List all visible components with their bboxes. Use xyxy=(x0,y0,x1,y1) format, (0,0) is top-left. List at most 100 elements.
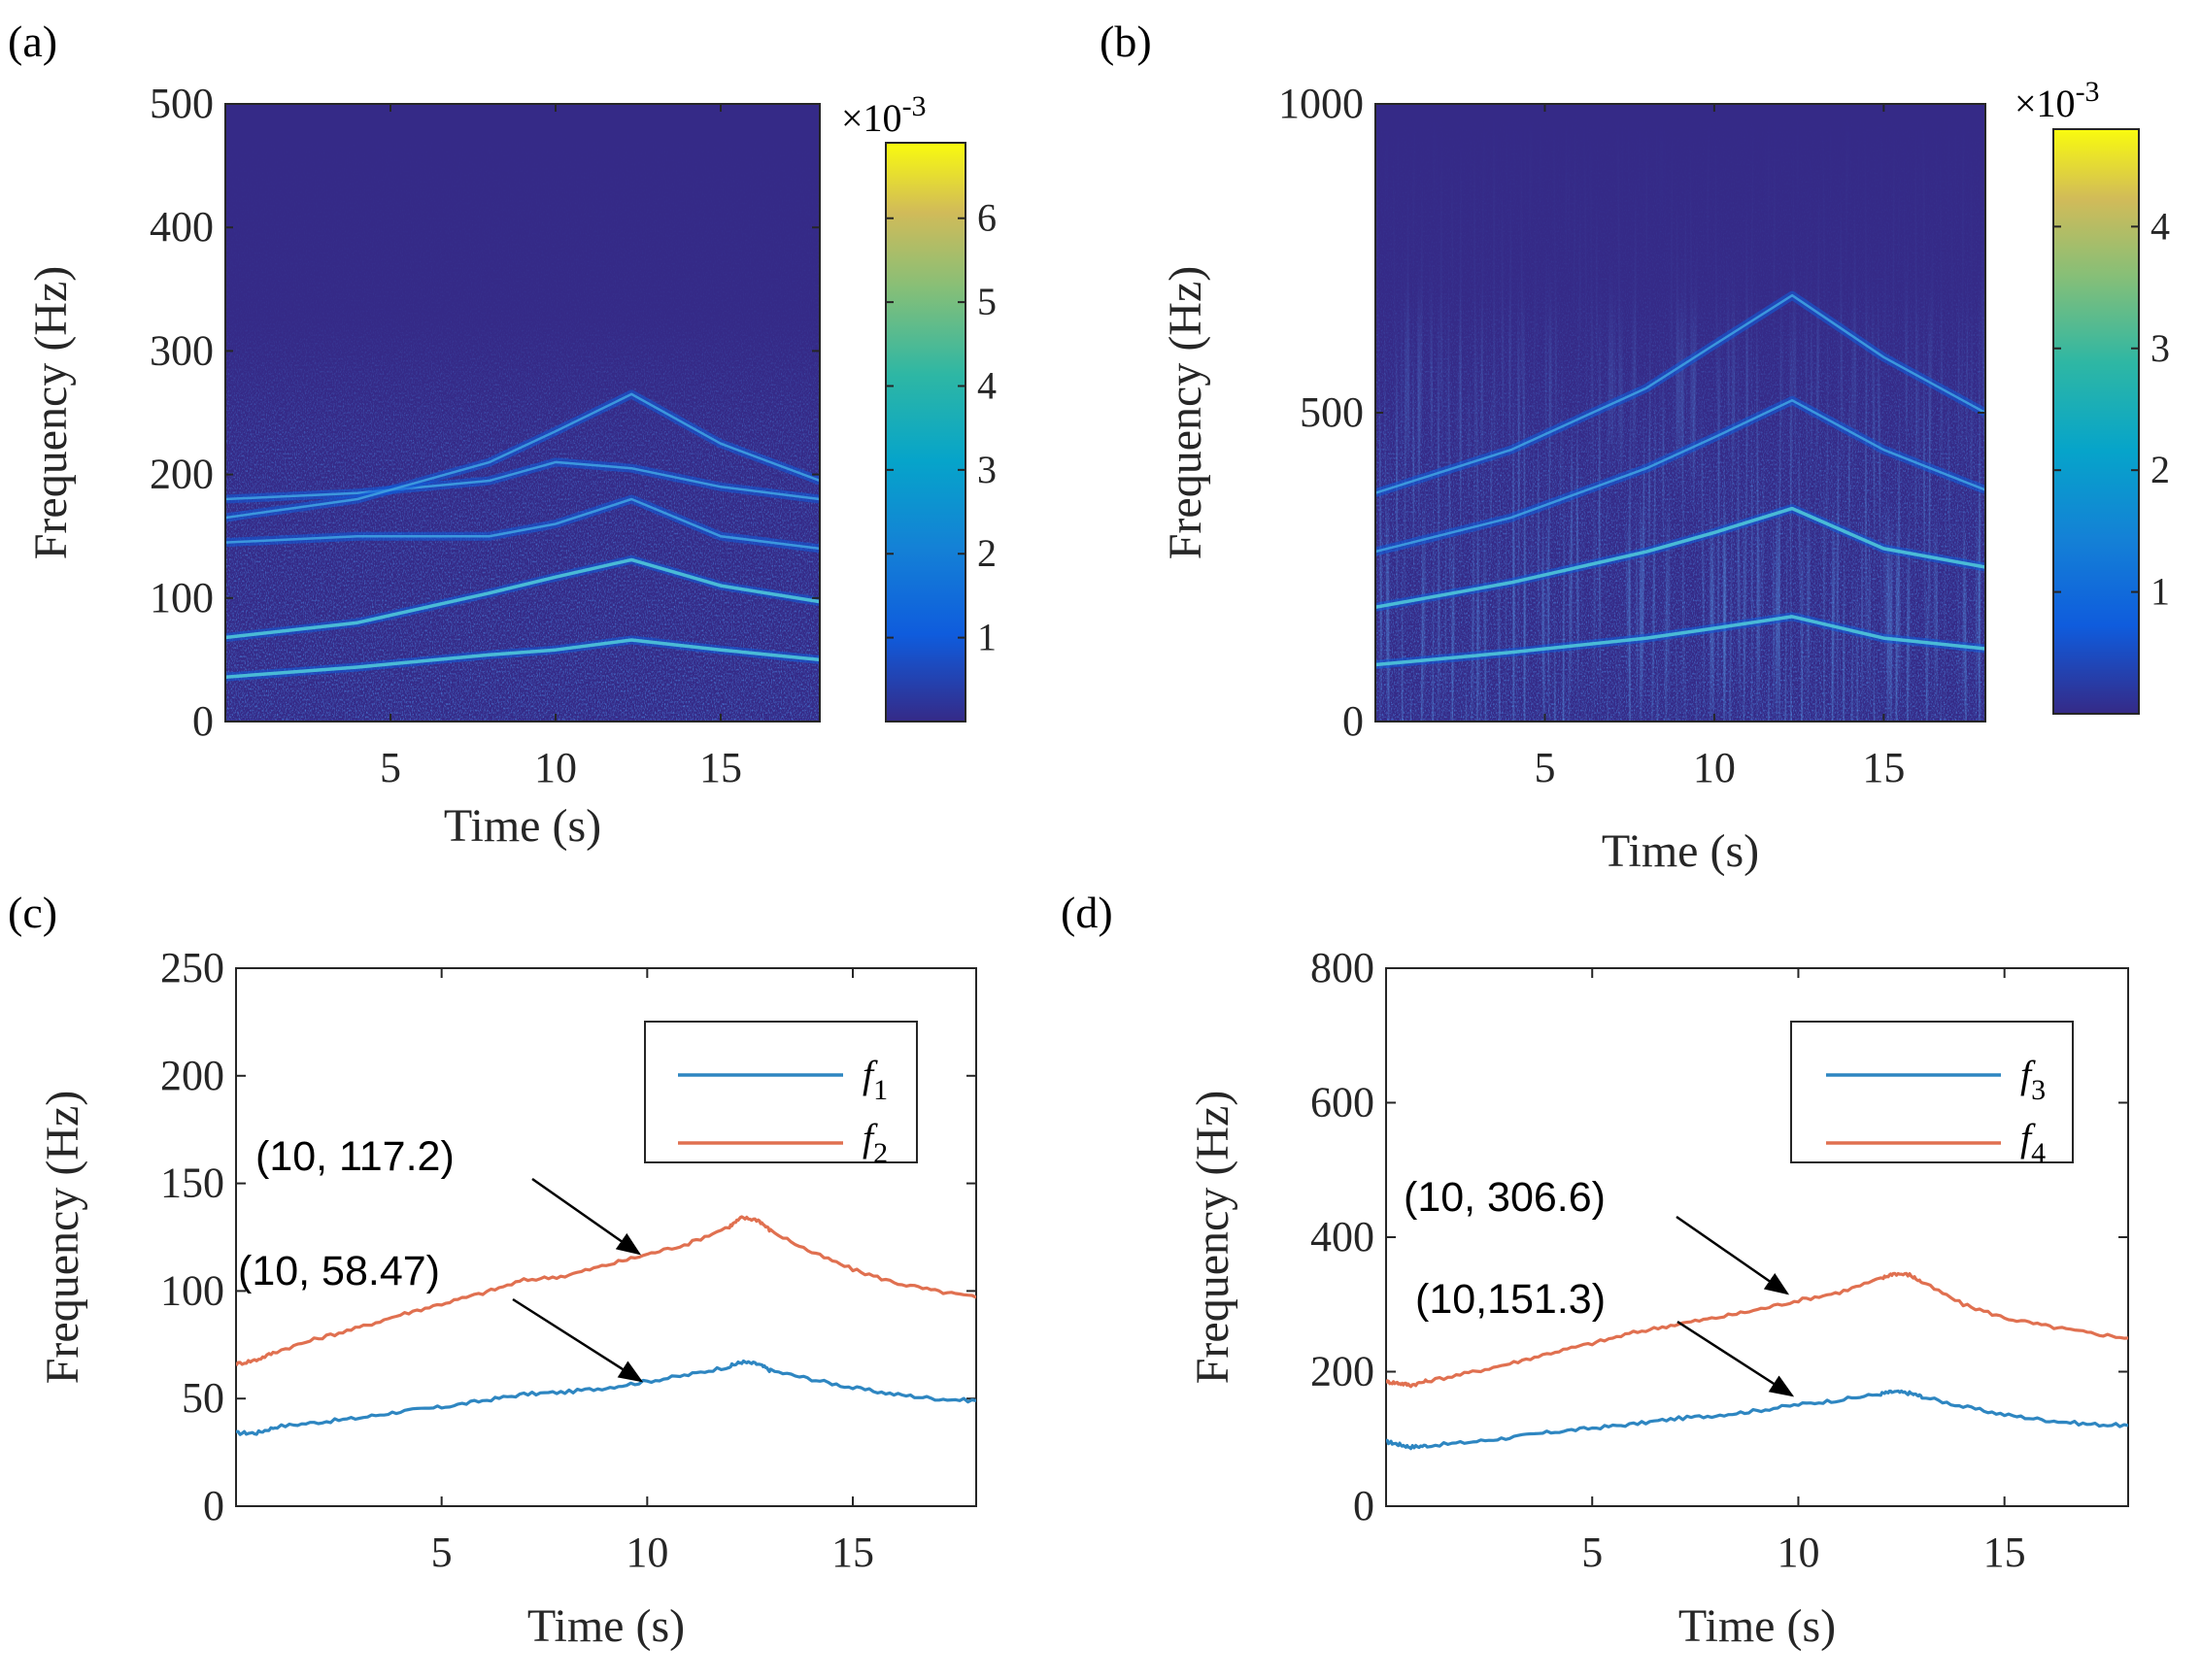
colorbar-tick-label: 3 xyxy=(977,448,997,491)
y-tick-label: 0 xyxy=(203,1482,224,1529)
annotations-c: (10, 117.2) (10, 58.47) xyxy=(238,1133,644,1383)
x-tick-label: 10 xyxy=(1693,744,1736,791)
y-tick-label: 1000 xyxy=(1278,80,1364,127)
ridge-1 xyxy=(225,557,820,640)
y-tick-label: 800 xyxy=(1310,944,1374,991)
y-axis-label: Frequency (Hz) xyxy=(37,1091,88,1385)
x-tick-label: 10 xyxy=(534,744,577,791)
panel-label-c: (c) xyxy=(8,888,57,937)
series-line-f1 xyxy=(236,1359,976,1436)
colorbar-a-exp-power: -3 xyxy=(902,90,927,122)
spectrogram-b-streaks xyxy=(1375,104,1985,722)
ridge-2 xyxy=(1375,399,1985,554)
panel-label-d: (d) xyxy=(1061,888,1113,937)
annotation-d-1-arrow xyxy=(1676,1215,1790,1295)
colorbar-tick-label: 4 xyxy=(977,363,997,407)
colorbar-a xyxy=(885,142,966,722)
x-tick-label: 5 xyxy=(1581,1529,1603,1576)
y-tick-label: 100 xyxy=(150,574,214,622)
x-axis-label: Time (s) xyxy=(444,800,601,852)
spectrogram-b-ridges xyxy=(1375,290,1985,669)
annotation-d-2-arrow xyxy=(1676,1320,1795,1397)
annotation-c-1: (10, 117.2) xyxy=(255,1133,455,1180)
ridge-1 xyxy=(1375,506,1985,610)
y-tick-label: 300 xyxy=(150,326,214,374)
annotation-c-2: (10, 58.47) xyxy=(238,1248,440,1294)
legend-c-box xyxy=(644,1021,918,1163)
x-tick-label: 15 xyxy=(831,1529,874,1576)
spectrogram-a-noise xyxy=(225,104,820,722)
colorbar-b-exp-base: ×10 xyxy=(2015,82,2076,125)
y-tick-label: 600 xyxy=(1310,1079,1374,1126)
y-tick-label: 100 xyxy=(160,1266,224,1314)
annotation-c-2-arrow xyxy=(512,1297,644,1383)
spectrogram-a-ridges xyxy=(225,389,820,682)
legend-c: f1 f2 xyxy=(644,1021,918,1169)
x-tick-label: 10 xyxy=(1777,1529,1819,1576)
axes-b: 5 10 15 0 500 1000 Time (s) Frequency (Hz) xyxy=(1160,80,1985,877)
colorbar-tick-label: 3 xyxy=(2150,326,2170,370)
legend-c-label-2-sub: 2 xyxy=(873,1137,888,1169)
y-tick-label: 150 xyxy=(160,1159,224,1207)
series-line-f4 xyxy=(1386,1271,2128,1389)
axes-a: 5 10 15 0 100 200 300 400 500 Time (s) Frequency (… xyxy=(25,80,820,852)
y-axis-label: Frequency (Hz) xyxy=(1187,1091,1238,1385)
x-tick-label: 15 xyxy=(699,744,742,791)
colorbar-a-ticks: 1 2 3 4 5 6 xyxy=(886,196,997,659)
y-tick-label: 400 xyxy=(150,203,214,251)
colorbar-tick-label: 2 xyxy=(977,531,997,575)
colorbar-b-exponent: ×10-3 xyxy=(2015,76,2100,125)
x-axis-label: Time (s) xyxy=(1602,825,1759,877)
y-tick-label: 0 xyxy=(192,697,214,745)
y-tick-label: 200 xyxy=(1310,1348,1374,1395)
y-tick-label: 0 xyxy=(1342,697,1364,745)
y-axis-label: Frequency (Hz) xyxy=(25,266,77,560)
axes-d: 5 10 15 0 200 400 600 800 Time (s) Frequency (Hz) xyxy=(1187,944,2128,1652)
colorbar-a-exp-base: ×10 xyxy=(841,96,902,140)
colorbar-tick-label: 1 xyxy=(2150,570,2170,614)
y-tick-label: 250 xyxy=(160,944,224,991)
y-tick-label: 50 xyxy=(182,1374,224,1422)
y-tick-label: 400 xyxy=(1310,1213,1374,1260)
y-axis-label: Frequency (Hz) xyxy=(1160,266,1211,560)
colorbar-tick-label: 1 xyxy=(977,616,997,659)
plot-c-lines xyxy=(236,1215,976,1436)
colorbar-tick-label: 5 xyxy=(977,280,997,323)
series-line-f2 xyxy=(236,1215,976,1367)
annotation-d-1: (10, 306.6) xyxy=(1404,1174,1606,1221)
colorbar-tick-label: 4 xyxy=(2150,204,2170,248)
y-tick-label: 500 xyxy=(1300,388,1364,436)
y-tick-label: 200 xyxy=(160,1052,224,1099)
ridge-3 xyxy=(1375,293,1985,494)
ridge-2 xyxy=(225,497,820,551)
y-tick-label: 500 xyxy=(150,80,214,127)
x-axis-label: Time (s) xyxy=(1678,1600,1836,1652)
x-tick-label: 5 xyxy=(431,1529,453,1576)
ridge-0 xyxy=(225,638,820,679)
colorbar-b-ticks: 1 2 3 4 xyxy=(2053,204,2170,614)
ridge-4 xyxy=(225,392,820,520)
x-tick-label: 15 xyxy=(1862,744,1905,791)
colorbar-b xyxy=(2052,128,2140,715)
plot-d-lines xyxy=(1386,1271,2128,1451)
colorbar-tick-label: 2 xyxy=(2150,448,2170,491)
legend-d-label-2-sub: 4 xyxy=(2031,1137,2046,1169)
x-tick-label: 10 xyxy=(626,1529,668,1576)
legend-d-box xyxy=(1790,1021,2074,1163)
ridge-3 xyxy=(225,460,820,501)
annotations-d: (10, 306.6) (10,151.3) xyxy=(1404,1174,1795,1397)
ridge-0 xyxy=(1375,615,1985,667)
y-tick-label: 200 xyxy=(150,451,214,498)
x-tick-label: 5 xyxy=(1534,744,1555,791)
colorbar-a-exponent: ×10-3 xyxy=(841,90,927,140)
panel-label-b: (b) xyxy=(1100,17,1152,66)
panel-d: (d) 5 10 15 0 200 400 600 800 Time (s) Frequency … xyxy=(1061,888,2129,1652)
colorbar-tick-label: 6 xyxy=(977,196,997,240)
y-tick-label: 0 xyxy=(1353,1482,1374,1529)
spectrogram-a-frame xyxy=(224,103,821,722)
x-axis-label: Time (s) xyxy=(527,1600,685,1652)
